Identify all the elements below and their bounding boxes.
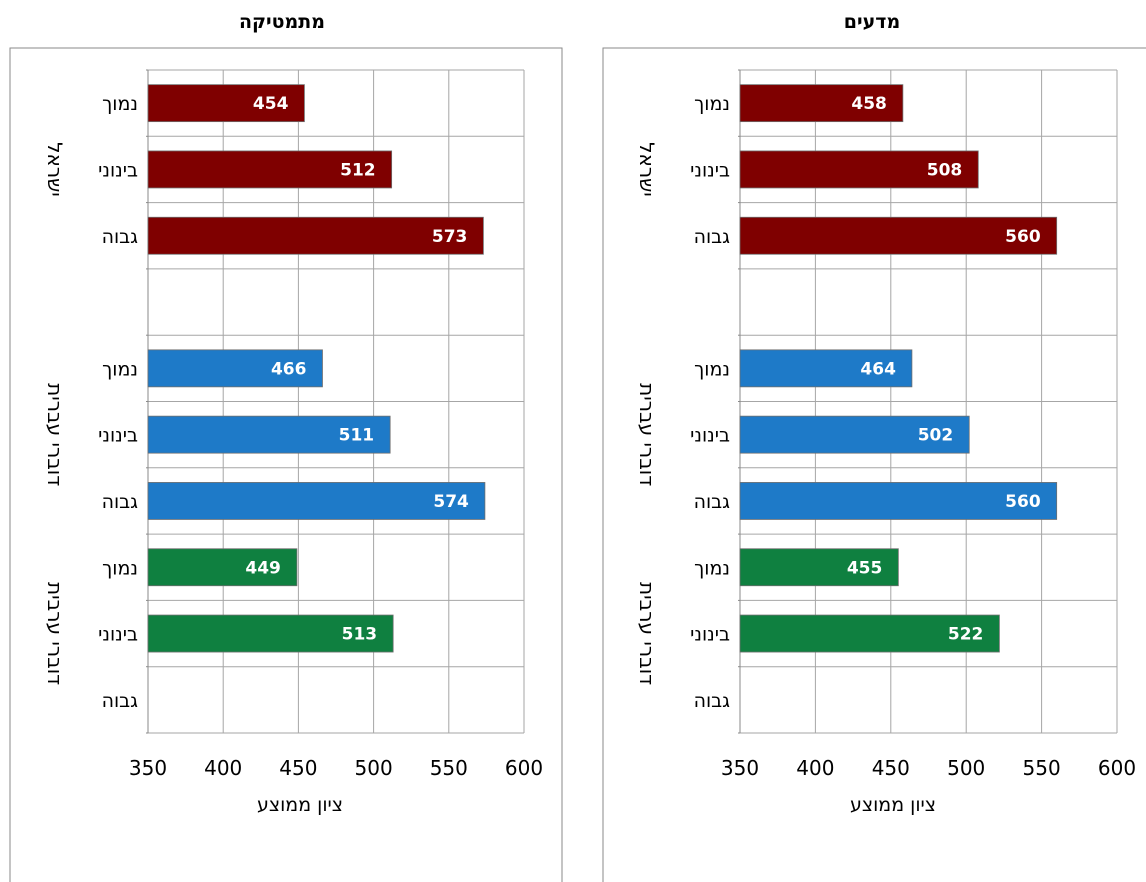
bar [739, 216, 1058, 255]
group-label: דוברי עברית [43, 383, 67, 486]
category-label: גבוה [102, 226, 139, 248]
category-label: גבוה [102, 491, 139, 513]
bar [739, 349, 913, 388]
category-label: נמוך [694, 557, 730, 579]
category-label: נמוך [694, 358, 730, 380]
bar [147, 150, 393, 189]
bar-value-label: 574 [433, 492, 469, 512]
category-label: נמוך [694, 93, 730, 115]
category-label: בינוני [690, 624, 730, 646]
bar [739, 614, 1000, 653]
bar-value-label: 511 [339, 426, 375, 446]
category-label: נמוך [102, 557, 138, 579]
x-axis-label: ציון ממוצע [850, 794, 936, 816]
bar-value-label: 560 [1005, 492, 1041, 512]
category-label: גבוה [694, 690, 731, 712]
bar-value-label: 466 [271, 359, 307, 379]
bar-value-label: 560 [1005, 227, 1041, 247]
category-label: בינוני [98, 425, 138, 447]
group-label: דוברי עברית [635, 383, 659, 486]
category-label: בינוני [690, 425, 730, 447]
x-tick-label: 600 [505, 756, 543, 780]
category-label: גבוה [694, 491, 731, 513]
x-tick-label: 400 [204, 756, 242, 780]
x-tick-label: 400 [796, 756, 834, 780]
category-label: בינוני [690, 159, 730, 181]
group-label: דוברי ערבית [635, 582, 659, 685]
x-tick-label: 550 [1023, 756, 1061, 780]
bar-value-label: 455 [847, 558, 883, 578]
x-tick-label: 500 [947, 756, 985, 780]
x-tick-label: 450 [279, 756, 317, 780]
category-label: בינוני [98, 159, 138, 181]
group-label: ישראל [43, 142, 67, 197]
group-label: ישראל [635, 142, 659, 197]
bar [147, 415, 391, 454]
x-tick-label: 500 [355, 756, 393, 780]
x-tick-label: 350 [129, 756, 167, 780]
chart-math: מתמטיקה 350 400 450 500 550 600 נמוך 454 בינוני 51… [9, 11, 563, 882]
bar [147, 216, 484, 255]
bar-value-label: 522 [948, 625, 984, 645]
chart-science: מדעים 350 400 450 500 550 600 נמוך 458 בינוני 508 ג… [602, 11, 1146, 882]
bar [147, 482, 486, 520]
x-tick-label: 450 [872, 756, 910, 780]
bar-value-label: 502 [918, 426, 954, 446]
chart-title: מתמטיקה [239, 11, 325, 33]
category-label: גבוה [102, 690, 139, 712]
category-label: נמוך [102, 358, 138, 380]
bar [739, 84, 904, 123]
bar [739, 415, 970, 454]
x-tick-label: 550 [430, 756, 468, 780]
bar [147, 349, 323, 388]
bar [147, 548, 298, 587]
bar [147, 84, 305, 123]
bar-value-label: 454 [253, 94, 289, 114]
category-label: בינוני [98, 624, 138, 646]
bar-value-label: 508 [927, 160, 963, 180]
x-tick-label: 350 [721, 756, 759, 780]
bar-value-label: 513 [342, 625, 378, 645]
x-axis-label: ציון ממוצע [257, 794, 343, 816]
bar [739, 150, 979, 189]
bar [739, 482, 1058, 520]
bar-value-label: 464 [860, 359, 896, 379]
bar [739, 548, 899, 587]
category-label: גבוה [694, 226, 731, 248]
chart-title: מדעים [844, 11, 900, 33]
x-tick-label: 600 [1098, 756, 1136, 780]
category-label: נמוך [102, 93, 138, 115]
bar-value-label: 512 [340, 160, 376, 180]
group-label: דוברי ערבית [43, 582, 67, 685]
bar [147, 614, 394, 653]
bar-value-label: 449 [245, 558, 281, 578]
bar-value-label: 573 [432, 227, 468, 247]
bar-value-label: 458 [851, 94, 887, 114]
